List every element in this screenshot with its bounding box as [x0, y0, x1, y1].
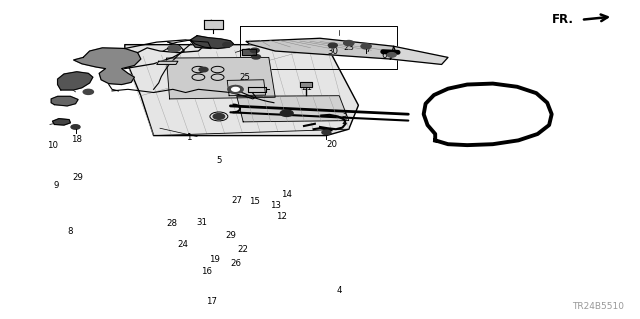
Text: 8: 8 — [68, 227, 73, 236]
Circle shape — [252, 55, 260, 59]
Circle shape — [361, 44, 371, 49]
Circle shape — [83, 89, 93, 94]
Text: 21: 21 — [301, 83, 313, 92]
Text: 26: 26 — [230, 259, 241, 268]
Text: 4: 4 — [337, 286, 342, 295]
Polygon shape — [246, 38, 396, 59]
Circle shape — [71, 125, 80, 129]
Polygon shape — [191, 36, 234, 48]
Text: 14: 14 — [281, 190, 292, 199]
Polygon shape — [242, 49, 256, 55]
Polygon shape — [157, 61, 178, 64]
Text: 30: 30 — [327, 47, 339, 56]
Text: 29: 29 — [225, 231, 236, 240]
Text: 13: 13 — [269, 201, 281, 210]
Text: 5: 5 — [216, 156, 221, 165]
Text: 28: 28 — [166, 219, 177, 228]
Circle shape — [228, 85, 243, 93]
Circle shape — [199, 67, 208, 72]
Text: 2: 2 — [342, 117, 347, 126]
Polygon shape — [58, 72, 93, 90]
Text: 1: 1 — [186, 133, 191, 142]
Circle shape — [387, 53, 396, 57]
Text: 17: 17 — [205, 297, 217, 306]
Text: 19: 19 — [209, 255, 220, 263]
Text: 11: 11 — [481, 124, 492, 133]
Text: 18: 18 — [71, 135, 83, 144]
Polygon shape — [424, 84, 552, 145]
Circle shape — [213, 114, 225, 119]
Circle shape — [250, 48, 259, 53]
Polygon shape — [300, 82, 312, 87]
Circle shape — [223, 42, 232, 47]
Text: 25: 25 — [239, 73, 250, 82]
Polygon shape — [204, 20, 223, 29]
Text: 31: 31 — [196, 218, 207, 227]
Polygon shape — [51, 96, 78, 106]
Text: 15: 15 — [249, 197, 260, 206]
Circle shape — [232, 87, 239, 91]
Text: 10: 10 — [47, 141, 58, 150]
Circle shape — [280, 110, 293, 116]
Polygon shape — [52, 119, 70, 125]
Text: TR24B5510: TR24B5510 — [572, 302, 624, 311]
Circle shape — [328, 43, 337, 48]
Text: 27: 27 — [231, 196, 243, 205]
Circle shape — [168, 45, 180, 52]
Text: 20: 20 — [326, 140, 337, 149]
Text: 16: 16 — [200, 267, 212, 276]
Polygon shape — [390, 46, 448, 64]
Polygon shape — [237, 96, 349, 122]
Text: 6: 6 — [381, 51, 387, 60]
Text: 23: 23 — [343, 43, 355, 52]
Text: 29: 29 — [73, 173, 83, 182]
Text: 22: 22 — [237, 245, 249, 254]
Polygon shape — [125, 45, 358, 136]
Text: 9: 9 — [54, 181, 59, 189]
Text: 7: 7 — [365, 45, 371, 54]
Polygon shape — [166, 57, 275, 99]
Circle shape — [322, 130, 331, 135]
Text: 3: 3 — [342, 110, 347, 119]
Polygon shape — [191, 41, 211, 48]
Text: 12: 12 — [276, 212, 287, 221]
Polygon shape — [74, 48, 141, 85]
Text: FR.: FR. — [552, 13, 573, 26]
Circle shape — [344, 41, 354, 46]
Text: 24: 24 — [177, 240, 188, 249]
